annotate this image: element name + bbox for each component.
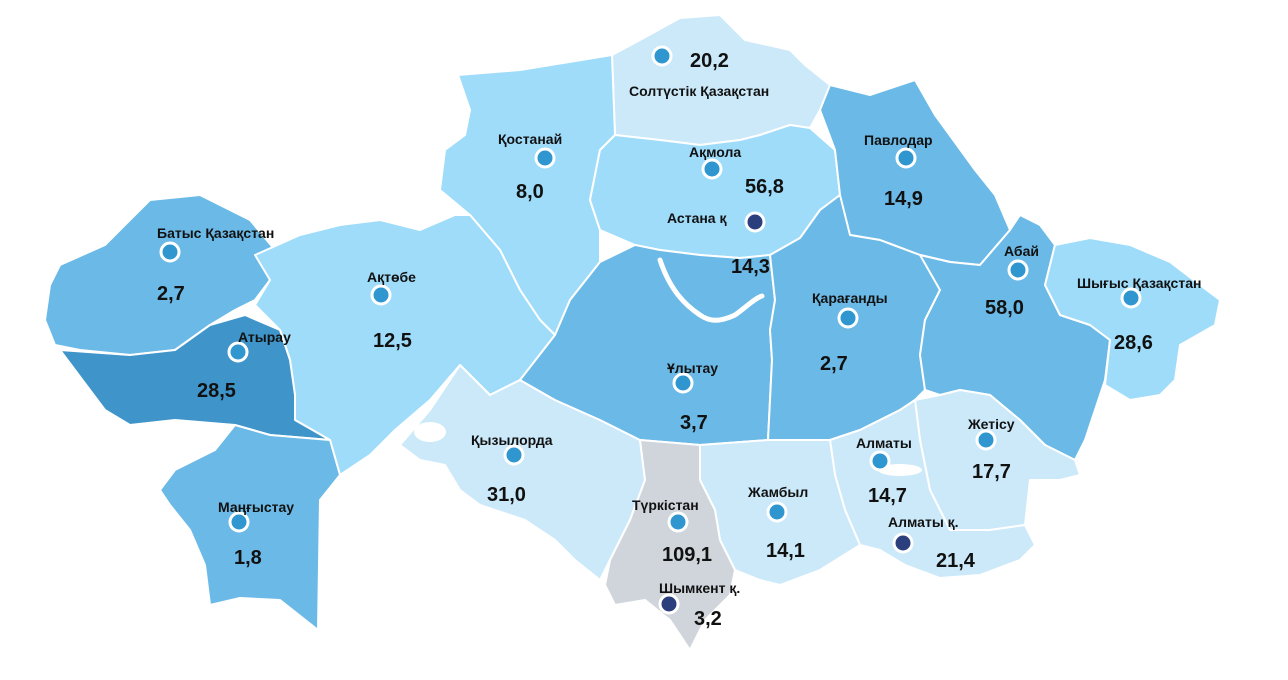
name-ulytau: Ұлытау (667, 360, 718, 376)
region-shape-shygys[interactable] (1044, 237, 1221, 401)
region-shape-turkistan[interactable] (604, 439, 736, 651)
value-zhetisu: 17,7 (972, 461, 1011, 483)
marker-zhambyl[interactable] (766, 501, 788, 523)
city-labels: Астана қ 14,3 Алматы қ. 21,4 Шымкент қ. … (659, 210, 976, 630)
value-pavlodar: 14,9 (884, 188, 923, 210)
marker-soltustik[interactable] (651, 45, 673, 67)
name-akmola: Ақмола (689, 144, 741, 160)
value-mangystau: 1,8 (234, 547, 262, 569)
name-turkistan: Түркістан (632, 497, 699, 513)
value-akmola: 56,8 (745, 176, 784, 198)
name-abai: Абай (1004, 243, 1039, 259)
region-shape-atyrau[interactable] (59, 314, 331, 441)
name-zhambyl: Жамбыл (747, 484, 808, 500)
name-almaty: Алматы (856, 435, 912, 451)
value-atyrau: 28,5 (197, 380, 236, 402)
value-kostanai: 8,0 (516, 181, 544, 203)
value-kyzylorda: 31,0 (487, 484, 526, 506)
marker-turkistan[interactable] (667, 511, 689, 533)
name-city-shymkent: Шымкент қ. (659, 580, 740, 596)
marker-batys[interactable] (159, 241, 181, 263)
value-ulytau: 3,7 (680, 412, 708, 434)
region-labels: 20,2 Солтүстік Қазақстан Қостанай 8,0 Ақ… (157, 50, 1201, 569)
name-kostanai: Қостанай (498, 131, 562, 147)
name-pavlodar: Павлодар (864, 132, 933, 148)
region-markers (159, 45, 1142, 615)
marker-karagandy[interactable] (837, 307, 859, 329)
value-zhambyl: 14,1 (766, 540, 805, 562)
marker-zhetisu[interactable] (975, 429, 997, 451)
value-karagandy: 2,7 (820, 353, 848, 375)
name-batys: Батыс Қазақстан (157, 225, 274, 241)
name-atyrau: Атырау (238, 329, 291, 345)
marker-pavlodar[interactable] (895, 147, 917, 169)
value-batys: 2,7 (157, 283, 185, 305)
region-shapes (44, 14, 1221, 651)
region-shape-mangystau[interactable] (159, 424, 341, 631)
name-aktobe: Ақтөбе (367, 269, 416, 285)
marker-city-almaty[interactable] (892, 532, 914, 554)
marker-city-astana[interactable] (744, 211, 766, 233)
name-mangystau: Маңғыстау (218, 499, 294, 515)
river-line (657, 257, 765, 323)
marker-ulytau[interactable] (672, 372, 694, 394)
water-features (414, 257, 922, 476)
name-kyzylorda: Қызылорда (471, 432, 553, 448)
value-soltustik: 20,2 (690, 50, 729, 72)
marker-atyrau[interactable] (227, 341, 249, 363)
marker-almaty[interactable] (869, 450, 891, 472)
marker-kostanai[interactable] (534, 147, 556, 169)
value-city-shymkent: 3,2 (694, 608, 722, 630)
marker-kyzylorda[interactable] (503, 444, 525, 466)
value-aktobe: 12,5 (373, 330, 412, 352)
marker-shygys[interactable] (1120, 287, 1142, 309)
value-almaty: 14,7 (868, 485, 907, 507)
name-zhetisu: Жетісу (967, 416, 1015, 432)
name-karagandy: Қарағанды (812, 290, 888, 306)
name-soltustik: Солтүстік Қазақстан (629, 83, 769, 99)
marker-city-shymkent[interactable] (658, 593, 680, 615)
name-shygys: Шығыс Қазақстан (1077, 275, 1201, 291)
value-shygys: 28,6 (1114, 332, 1153, 354)
region-shape-abai[interactable] (919, 214, 1111, 461)
marker-abai[interactable] (1007, 259, 1029, 281)
name-city-astana: Астана қ (667, 210, 727, 226)
value-abai: 58,0 (985, 297, 1024, 319)
marker-akmola[interactable] (701, 158, 723, 180)
lake-aral (414, 422, 446, 442)
marker-aktobe[interactable] (370, 284, 392, 306)
value-city-almaty: 21,4 (936, 550, 976, 572)
marker-mangystau[interactable] (228, 511, 250, 533)
value-turkistan: 109,1 (662, 544, 712, 566)
lake-balkhash (878, 464, 922, 476)
name-city-almaty: Алматы қ. (888, 514, 959, 530)
value-city-astana: 14,3 (731, 256, 770, 278)
